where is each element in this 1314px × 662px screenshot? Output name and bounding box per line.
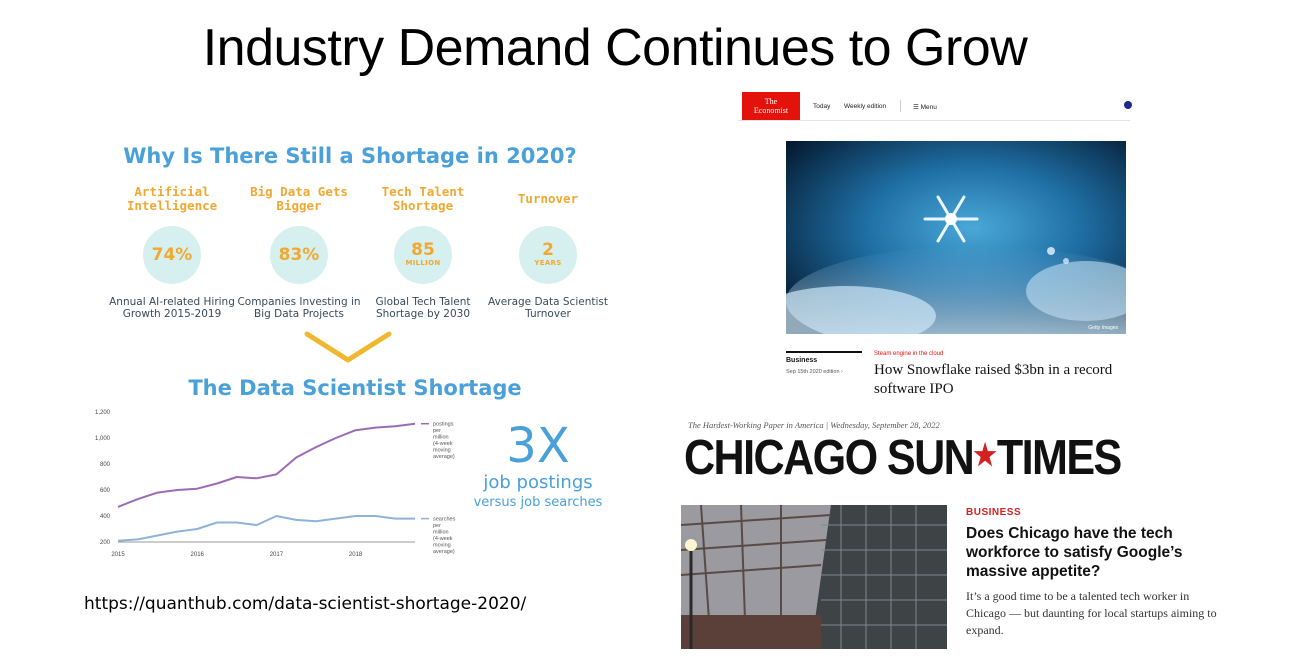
legend-label: postings per million (4-week moving average) — [433, 422, 455, 461]
legend-label: searches per million (4-week moving average) — [433, 517, 456, 556]
nav-menu[interactable]: ☰ Menu — [913, 103, 937, 111]
nav-weekly-edition[interactable]: Weekly edition — [844, 103, 887, 110]
nav-divider — [900, 100, 901, 112]
x-tick-label: 2015 — [111, 552, 125, 558]
stat-unit: MILLION — [405, 259, 441, 267]
stat-label: Tech Talent Shortage — [381, 184, 465, 213]
y-tick-label: 1,200 — [95, 410, 111, 416]
economist-headline[interactable]: How Snowflake raised $3bn in a record so… — [874, 362, 1113, 397]
stat-label: Big Data Gets Bigger — [250, 184, 348, 213]
source-url: https://quanthub.com/data-scientist-shor… — [84, 594, 527, 614]
big-stat-line1: job postings — [483, 472, 593, 493]
suntimes-headline[interactable]: Does Chicago have the tech workforce to … — [966, 525, 1183, 580]
y-tick-label: 800 — [100, 462, 111, 468]
stat-description: Average Data Scientist Turnover — [488, 296, 608, 320]
stat-big-data: Big Data Gets Bigger 83% Companies Inves… — [233, 184, 365, 321]
stat-turnover: Turnover 2 YEARS Average Data Scientist … — [482, 184, 614, 321]
stat-value: 83% — [278, 244, 320, 265]
stat-label: Turnover — [517, 191, 579, 206]
suntimes-tagline: The Hardest-Working Paper in America | W… — [688, 420, 940, 430]
series-line-postings — [117, 422, 416, 508]
menu-icon: ☰ — [913, 104, 921, 111]
photo-credit: Getty Images — [1088, 325, 1118, 331]
nav-menu-label: Menu — [920, 104, 937, 111]
shortage-line-chart: 200 400 600 800 1,000 1,200 2015 2016 2017 2018 po… — [95, 410, 456, 558]
big-stat: 3X job postings versus job searches — [468, 420, 608, 512]
stat-circle: 85 MILLION — [394, 226, 452, 284]
chart-heading: The Data Scientist Shortage — [188, 376, 522, 400]
y-tick-label: 1,000 — [95, 436, 111, 442]
stat-value: 2 — [542, 240, 554, 260]
snowflake-photo: Getty Images — [786, 141, 1126, 334]
series-line-searches — [117, 515, 415, 542]
stat-circle: 83% — [270, 226, 328, 284]
stat-description: Companies Investing in Big Data Projects — [237, 296, 361, 320]
logo-line: Economist — [753, 106, 789, 115]
economist-navbar — [738, 92, 1130, 121]
stat-ai: Artificial Intelligence 74% Annual AI-re… — [106, 184, 238, 321]
big-stat-value: 3X — [506, 418, 570, 474]
economist-date-text: Sep 15th 2020 edition — [786, 369, 840, 375]
suntimes-section[interactable]: BUSINESS — [966, 507, 1022, 518]
y-tick-label: 200 — [100, 540, 111, 546]
masthead-right: TIMES — [996, 431, 1122, 485]
stat-description: Annual AI-related Hiring Growth 2015-201… — [109, 296, 235, 320]
stat-circle: 2 YEARS — [519, 226, 577, 284]
masthead-left: CHICAGO SUN — [684, 431, 975, 485]
suntimes-masthead[interactable]: CHICAGO SUN★TIMES — [684, 430, 1122, 486]
x-tick-label: 2017 — [270, 552, 284, 558]
stat-label: Artificial Intelligence — [126, 184, 218, 213]
chevron-down-icon — [304, 331, 392, 363]
stat-value: 74% — [151, 244, 193, 265]
logo-line: The — [764, 97, 778, 106]
stat-tech-talent: Tech Talent Shortage 85 MILLION Global T… — [357, 184, 489, 321]
x-tick-label: 2016 — [191, 552, 205, 558]
economist-section[interactable]: Business — [786, 351, 862, 364]
stat-description: Global Tech Talent Shortage by 2030 — [375, 296, 471, 320]
account-icon[interactable] — [1124, 101, 1132, 109]
stat-value: 85 — [411, 240, 435, 260]
stat-unit: YEARS — [534, 259, 562, 267]
y-tick-label: 400 — [100, 514, 111, 520]
nav-today[interactable]: Today — [813, 103, 831, 110]
slide-title: Industry Demand Continues to Grow — [202, 19, 1028, 77]
star-icon: ★ — [973, 439, 997, 472]
suntimes-dek: It’s a good time to be a talented tech w… — [966, 589, 1217, 637]
infographic-heading: Why Is There Still a Shortage in 2020? — [123, 144, 577, 168]
x-tick-label: 2018 — [349, 552, 363, 558]
stat-circle: 74% — [143, 226, 201, 284]
big-stat-line2: versus job searches — [473, 495, 603, 510]
economist-logo[interactable]: The Economist — [742, 92, 800, 120]
economist-date: Sep 15th 2020 edition › — [786, 369, 843, 375]
y-tick-label: 600 — [100, 488, 111, 494]
economist-kicker: Steam engine in the cloud — [874, 351, 944, 357]
atrium-photo — [681, 505, 947, 649]
